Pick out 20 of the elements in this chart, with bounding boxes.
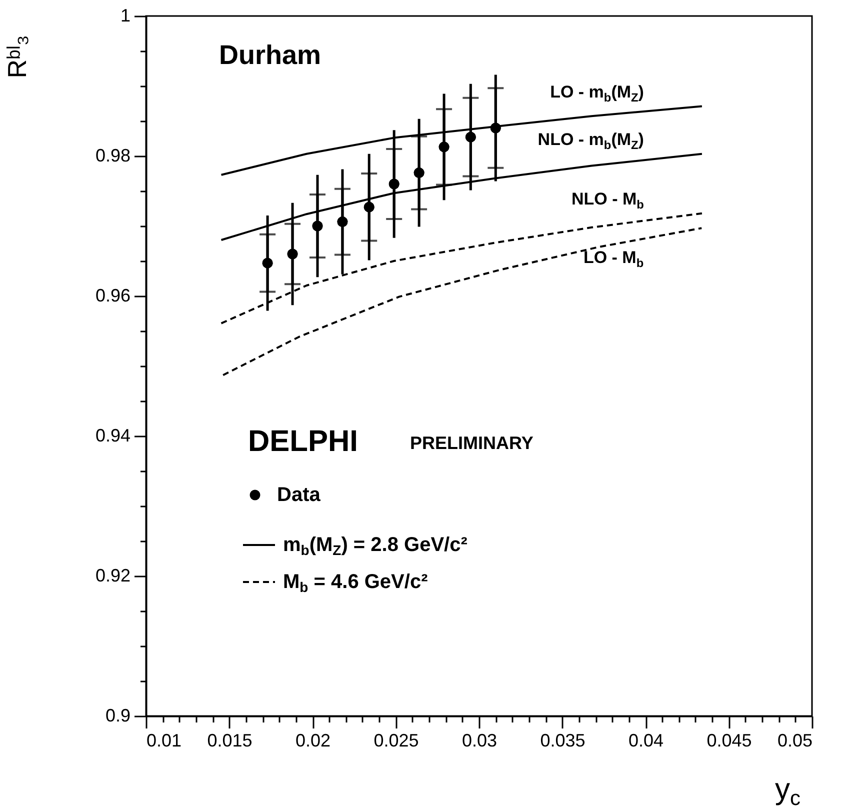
- x-tick-label: 0.035: [540, 730, 586, 750]
- annotation: PRELIMINARY: [410, 433, 534, 453]
- x-tick-label: 0.05: [777, 730, 812, 750]
- y-tick-label: 0.98: [95, 146, 130, 166]
- annotation: Durham: [219, 40, 322, 70]
- y-axis-title: Rᵇˡ₃: [2, 35, 32, 78]
- x-tick-label: 0.015: [207, 730, 252, 750]
- x-tick-label: 0.03: [462, 730, 498, 750]
- y-tick-label: 0.92: [95, 566, 130, 586]
- y-tick-label: 1: [120, 6, 130, 26]
- annotation: DELPHI: [248, 425, 358, 458]
- x-tick-label: 0.02: [295, 730, 331, 750]
- x-tick-label: 0.045: [706, 730, 752, 750]
- y-tick-label: 0.96: [95, 286, 130, 306]
- x-tick-label: 0.04: [628, 730, 664, 750]
- y-tick-label: 0.94: [95, 426, 130, 446]
- x-tick-label: 0.01: [146, 730, 182, 750]
- y-tick-label: 0.9: [105, 706, 130, 726]
- legend-label: Data: [277, 484, 322, 506]
- x-tick-label: 0.025: [374, 730, 419, 750]
